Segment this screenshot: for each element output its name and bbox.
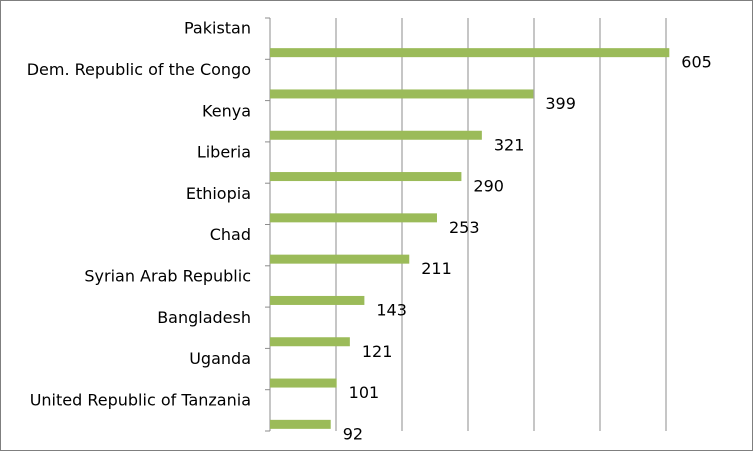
bar: [270, 48, 670, 58]
data-label: 121: [362, 342, 393, 361]
bar: [270, 213, 437, 223]
data-label: 605: [681, 53, 712, 72]
bar: [270, 295, 365, 305]
category-label: United Republic of Tanzania: [30, 390, 251, 409]
category-label: Bangladesh: [157, 308, 251, 327]
bar: [270, 130, 482, 140]
bar: [270, 254, 410, 264]
category-label: Syrian Arab Republic: [84, 266, 251, 285]
data-label: 211: [421, 259, 452, 278]
bars: [270, 48, 670, 429]
bar: [270, 378, 337, 388]
data-label: 101: [349, 383, 380, 402]
bar: [270, 419, 331, 429]
category-label: Ethiopia: [186, 184, 251, 203]
category-label: Pakistan: [184, 19, 251, 38]
category-axis: [265, 17, 271, 432]
category-labels: Pakistan Dem. Republic of the Congo Kenya L…: [27, 19, 251, 410]
bar: [270, 89, 534, 99]
category-label: Dem. Republic of the Congo: [27, 60, 251, 79]
data-label: 290: [473, 177, 504, 196]
category-label: Uganda: [189, 349, 251, 368]
category-label: Kenya: [202, 101, 251, 120]
data-label: 143: [376, 300, 407, 319]
data-label: 321: [494, 135, 525, 154]
category-label: Liberia: [197, 143, 251, 162]
bar: [270, 337, 350, 347]
bar: [270, 172, 462, 182]
data-label: 92: [343, 424, 363, 443]
data-label: 399: [545, 94, 576, 113]
category-label: Chad: [210, 225, 251, 244]
data-label: 253: [449, 218, 480, 237]
value-labels: 605 399 321 290 253 211 143 121 101 92: [343, 53, 712, 444]
gridlines: [335, 18, 667, 431]
